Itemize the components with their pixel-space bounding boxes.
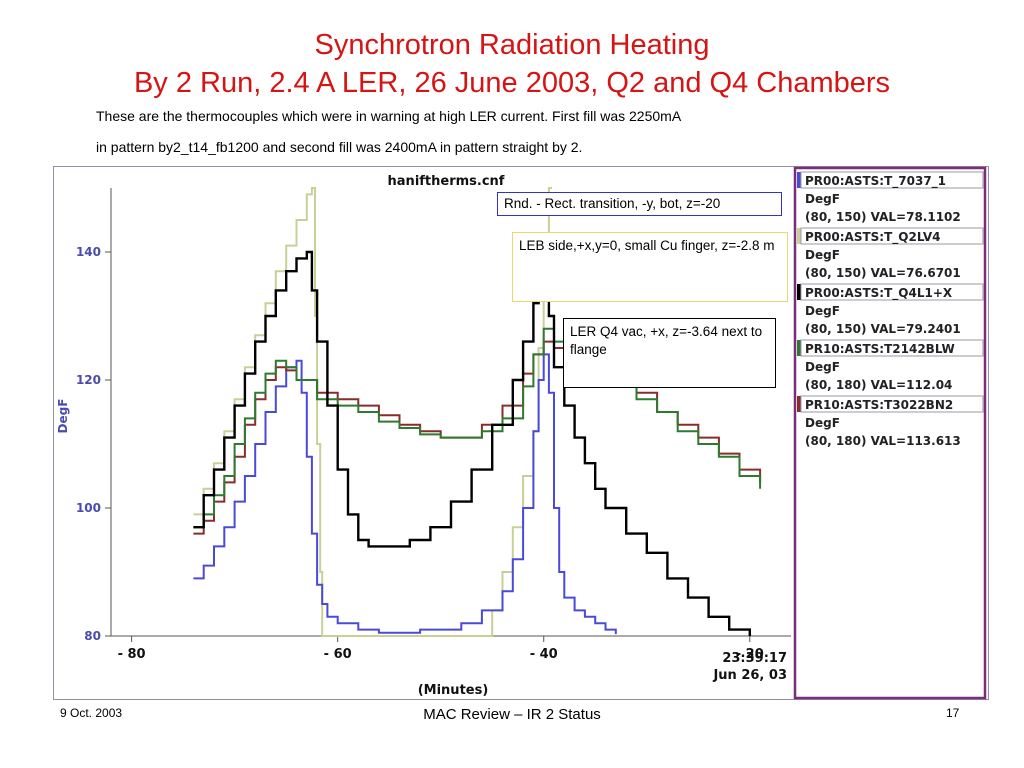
timestamp-time: 23:39:17 (722, 651, 787, 666)
subtitle-line1: These are the thermocouples which were i… (96, 108, 682, 124)
legend-text-line: DegF (805, 304, 840, 318)
x-tick-label: - 80 (118, 647, 146, 662)
series-line-2 (193, 250, 751, 636)
annotation-text: LEB side,+x,y=0, small Cu finger, z=-2.8… (519, 238, 775, 253)
annotation-box-ler-q4: LER Q4 vac, +x, z=-3.64 next to flange (563, 318, 776, 388)
y-tick-label: 120 (76, 373, 101, 387)
chart-title: haniftherms.cnf (388, 174, 505, 189)
x-axis-label: (Minutes) (418, 683, 489, 698)
y-tick-label: 140 (76, 245, 101, 259)
footer-title: MAC Review – IR 2 Status (423, 706, 601, 723)
legend-swatch (797, 228, 801, 244)
annotation-box-leb-side: LEB side,+x,y=0, small Cu finger, z=-2.8… (512, 232, 788, 302)
legend-swatch (797, 396, 801, 412)
legend-text-line: PR10:ASTS:T3022BN2 (805, 398, 953, 412)
series-line-0 (193, 353, 617, 635)
legend-text-line: DegF (805, 192, 840, 206)
legend-text-line: (80, 150) VAL=79.2401 (805, 322, 961, 336)
legend-text-line: (80, 180) VAL=113.613 (805, 434, 961, 448)
legend-swatch (797, 340, 801, 356)
legend-text-line: (80, 150) VAL=76.6701 (805, 266, 961, 280)
legend-name-frame (800, 283, 984, 301)
y-tick-label: 80 (84, 629, 101, 643)
legend-text-line: DegF (805, 248, 840, 262)
y-axis-label: DegF (56, 399, 70, 434)
slide-title-line1: Synchrotron Radiation Heating (314, 29, 710, 61)
legend-text-line: PR00:ASTS:T_7037_1 (805, 174, 946, 189)
x-tick-label: - 20 (736, 647, 764, 662)
legend-name-frame (800, 227, 984, 245)
y-tick-label: 100 (76, 501, 101, 515)
legend-swatch (797, 172, 801, 188)
legend-name-frame (800, 339, 984, 357)
legend-text-line: DegF (805, 416, 840, 430)
legend-text-line: DegF (805, 360, 840, 374)
slide-title-line2: By 2 Run, 2.4 A LER, 26 June 2003, Q2 an… (133, 67, 891, 99)
legend: PR00:ASTS:T_7037_1 DegF (80, 150) VAL=78.1… (797, 171, 984, 448)
legend-text-line: PR00:ASTS:T_Q2LV4 (805, 230, 940, 245)
legend-frame (793, 166, 987, 700)
legend-text-line: PR00:ASTS:T_Q4L1+X (805, 286, 953, 301)
axes: 80 100 120 140 - 80 - 60 - 40 - 20 (76, 188, 791, 662)
legend-name-frame (800, 171, 984, 189)
footer-date: 9 Oct. 2003 (60, 706, 123, 720)
x-tick-label: - 40 (530, 647, 558, 662)
timestamp-date: Jun 26, 03 (712, 668, 787, 683)
legend-text-line: (80, 150) VAL=78.1102 (805, 210, 961, 224)
page-number: 17 (946, 706, 960, 720)
annotation-text: LER Q4 vac, +x, z=-3.64 next to flange (570, 324, 763, 357)
legend-text-line: (80, 180) VAL=112.04 (805, 378, 952, 392)
annotation-box-transition: Rnd. - Rect. transition, -y, bot, z=-20 (497, 192, 782, 216)
annotation-text: Rnd. - Rect. transition, -y, bot, z=-20 (504, 196, 721, 211)
subtitle-line2: in pattern by2_t14_fb1200 and second fil… (96, 139, 583, 155)
series-line-1 (193, 187, 552, 637)
legend-name-frame (800, 395, 984, 413)
legend-text-line: PR10:ASTS:T2142BLW (805, 342, 955, 356)
series-lines (193, 187, 762, 637)
x-tick-label: - 60 (324, 647, 352, 662)
legend-swatch (797, 284, 801, 300)
series-line-3 (193, 327, 762, 529)
